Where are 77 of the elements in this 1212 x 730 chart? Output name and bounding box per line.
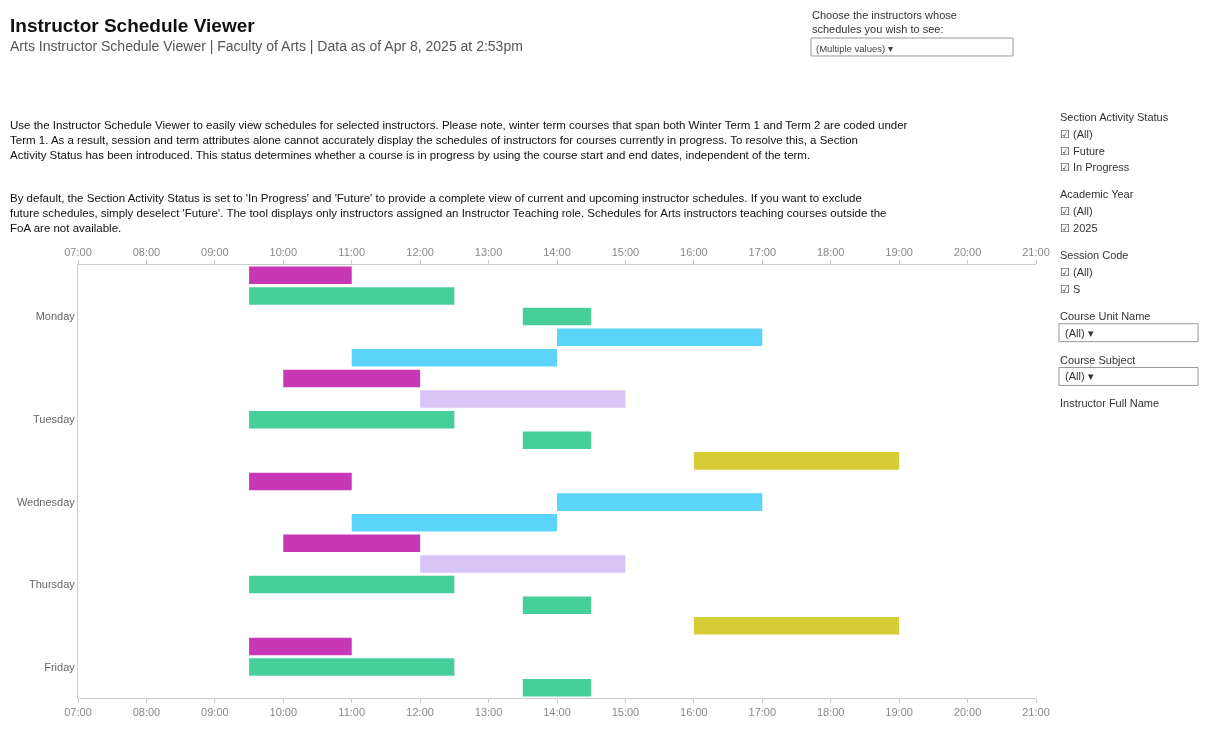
x2-tick-label: 16:00 [680, 706, 708, 719]
text: Section Activity Status [1060, 111, 1169, 123]
x2-tick-label: 13:00 [474, 706, 503, 719]
text: Academic Year [1060, 188, 1134, 200]
x-tick-label: 08:00 [132, 245, 161, 258]
x-tick-label: 07:00 [64, 245, 92, 258]
bar [557, 493, 763, 511]
text: Choose the instructors whose schedules you wish to see: [812, 9, 957, 36]
bar [522, 596, 592, 614]
y-tick-label: Wednesday [16, 495, 76, 508]
bar [249, 658, 455, 676]
text: ☑ Future [1060, 145, 1105, 157]
chart-title: Instructor Schedule Viewer [10, 15, 256, 36]
x-tick-label: 20:00 [953, 245, 982, 258]
bar [693, 452, 900, 470]
text: ☑ (All) [1060, 266, 1093, 278]
bar [249, 266, 352, 285]
bar [351, 513, 557, 532]
x2-tick-label: 21:00 [1022, 706, 1050, 719]
bar [249, 637, 352, 656]
x2-tick-label: 18:00 [816, 706, 845, 719]
bar [351, 349, 557, 367]
x2-tick-label: 10:00 [269, 706, 298, 719]
bar [283, 369, 421, 388]
x2-tick-label: 11:00 [338, 706, 366, 719]
x2-tick-label: 09:00 [201, 706, 229, 719]
text: ☑ 2025 [1060, 222, 1098, 234]
bar [249, 472, 352, 491]
bar [522, 678, 592, 697]
bar [522, 431, 592, 450]
x-tick-label: 21:00 [1022, 245, 1050, 258]
x-tick-label: 12:00 [406, 245, 434, 258]
x-tick-label: 16:00 [680, 245, 708, 258]
x2-tick-label: 12:00 [406, 706, 434, 719]
bar [283, 534, 421, 553]
text: Instructor Full Name [1060, 397, 1160, 409]
x2-tick-label: 19:00 [885, 706, 913, 719]
text: (All) ▾ [1065, 327, 1094, 339]
bar [249, 410, 455, 429]
x2-tick-label: 20:00 [953, 706, 982, 719]
x-tick-label: 15:00 [611, 245, 640, 258]
bar [249, 287, 455, 305]
text: ☑ S [1060, 283, 1081, 295]
text: ☑ In Progress [1060, 161, 1130, 173]
x2-tick-label: 07:00 [64, 706, 92, 719]
bar [420, 390, 626, 408]
bar [420, 555, 626, 573]
text: Course Unit Name [1060, 310, 1151, 322]
x-tick-label: 19:00 [885, 245, 913, 258]
x-tick-label: 10:00 [269, 245, 298, 258]
text: Course Subject [1060, 354, 1136, 366]
text: ☑ (All) [1060, 128, 1093, 140]
bar [522, 307, 592, 326]
text: (Multiple values) ▾ [816, 43, 893, 54]
x-tick-label: 18:00 [816, 245, 845, 258]
x2-tick-label: 17:00 [748, 706, 777, 719]
text: (All) ▾ [1065, 370, 1094, 382]
text: By default, the Section Activity Status is set to 'In Progress' and 'Future' to provide a complete view of current and upcoming instructor schedules. If you want to exclude future schedules, simply deselect 'Future'. The tool displays only instructors assigned an Instructor Teaching role. Schedules for Arts instructors teaching courses outside the FoA are not available. [10, 192, 887, 234]
y-tick-label: Thursday [28, 578, 76, 591]
y-tick-label: Tuesday [33, 413, 76, 426]
bar [693, 617, 900, 635]
x-tick-label: 17:00 [748, 245, 777, 258]
bar [557, 328, 763, 346]
x-tick-label: 13:00 [474, 245, 503, 258]
x2-tick-label: 15:00 [611, 706, 640, 719]
x-tick-label: 14:00 [543, 245, 571, 258]
x-tick-label: 09:00 [201, 245, 229, 258]
y-tick-label: Friday [44, 660, 76, 673]
text: Use the Instructor Schedule Viewer to easily view schedules for selected instructors. Please note, winter term courses that span both Winter Term 1 and Term 2 are coded under Term 1. As a result, session and term attributes alone cannot accurately display the schedules of instructors for courses currently in progress. To resolve this, a Section Activity Status has been introduced. This status determines whether a course is in progress by using the course start and end dates, independent of the term. [10, 119, 908, 161]
y-tick-label: Monday [35, 310, 76, 323]
x-tick-label: 11:00 [338, 245, 366, 258]
text: ☑ (All) [1060, 205, 1093, 217]
x2-tick-label: 14:00 [543, 706, 571, 719]
chart-subtitle: Arts Instructor Schedule Viewer | Faculty of Arts | Data as of Apr 8, 2025 at 2:53pm [10, 38, 523, 54]
x2-tick-label: 08:00 [132, 706, 161, 719]
bar [249, 575, 455, 594]
text: Session Code [1060, 249, 1129, 261]
